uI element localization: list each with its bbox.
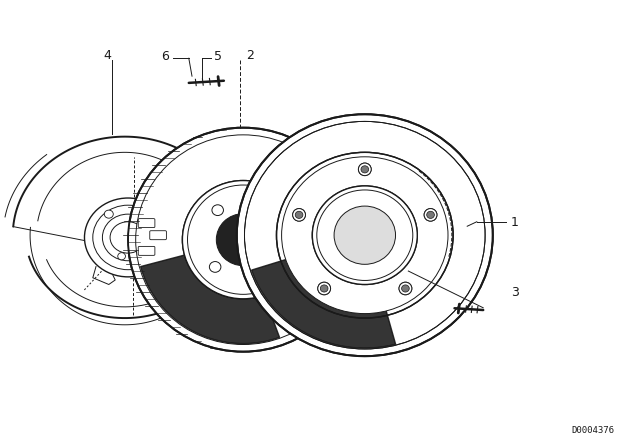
Ellipse shape xyxy=(237,114,493,356)
Ellipse shape xyxy=(102,214,154,261)
Ellipse shape xyxy=(128,128,358,352)
Ellipse shape xyxy=(361,166,369,173)
Ellipse shape xyxy=(263,264,275,275)
Ellipse shape xyxy=(361,166,369,173)
Ellipse shape xyxy=(427,211,435,219)
Ellipse shape xyxy=(188,185,299,294)
Ellipse shape xyxy=(282,157,448,314)
Ellipse shape xyxy=(358,163,371,176)
Ellipse shape xyxy=(209,262,221,272)
Ellipse shape xyxy=(263,264,275,275)
Ellipse shape xyxy=(318,282,331,295)
Ellipse shape xyxy=(317,190,413,280)
Ellipse shape xyxy=(312,186,417,284)
Ellipse shape xyxy=(212,205,223,215)
Ellipse shape xyxy=(399,282,412,295)
Text: 2: 2 xyxy=(246,48,253,62)
Text: 5: 5 xyxy=(214,49,221,63)
Ellipse shape xyxy=(401,285,409,292)
Ellipse shape xyxy=(263,205,275,215)
Text: 6: 6 xyxy=(161,49,169,63)
Ellipse shape xyxy=(104,210,113,218)
Ellipse shape xyxy=(209,262,221,272)
Ellipse shape xyxy=(317,190,413,280)
Ellipse shape xyxy=(93,205,163,270)
Ellipse shape xyxy=(424,209,437,221)
FancyBboxPatch shape xyxy=(138,219,155,228)
Ellipse shape xyxy=(212,205,223,215)
Ellipse shape xyxy=(84,198,172,277)
FancyBboxPatch shape xyxy=(150,231,166,240)
Ellipse shape xyxy=(312,186,417,284)
Ellipse shape xyxy=(182,181,304,299)
Text: 1: 1 xyxy=(511,216,518,229)
Ellipse shape xyxy=(263,205,275,215)
Polygon shape xyxy=(252,235,396,348)
Ellipse shape xyxy=(399,282,412,295)
Ellipse shape xyxy=(216,214,270,266)
Ellipse shape xyxy=(401,285,409,292)
Ellipse shape xyxy=(321,285,328,292)
Text: D0004376: D0004376 xyxy=(572,426,614,435)
Ellipse shape xyxy=(216,214,270,266)
Ellipse shape xyxy=(182,181,304,299)
Ellipse shape xyxy=(244,121,485,349)
Ellipse shape xyxy=(321,285,328,292)
Ellipse shape xyxy=(358,163,371,176)
Ellipse shape xyxy=(295,211,303,219)
Ellipse shape xyxy=(334,206,396,264)
Text: 4: 4 xyxy=(104,48,111,62)
Ellipse shape xyxy=(295,211,303,219)
Ellipse shape xyxy=(276,152,453,318)
Ellipse shape xyxy=(292,209,305,221)
Text: 3: 3 xyxy=(511,285,518,299)
Ellipse shape xyxy=(427,211,435,219)
Ellipse shape xyxy=(136,135,351,345)
Ellipse shape xyxy=(110,222,146,253)
Ellipse shape xyxy=(118,253,125,260)
Polygon shape xyxy=(141,240,280,344)
Ellipse shape xyxy=(424,209,437,221)
FancyBboxPatch shape xyxy=(138,246,155,255)
Ellipse shape xyxy=(334,206,396,264)
Ellipse shape xyxy=(318,282,331,295)
Ellipse shape xyxy=(188,185,299,294)
Ellipse shape xyxy=(292,209,305,221)
